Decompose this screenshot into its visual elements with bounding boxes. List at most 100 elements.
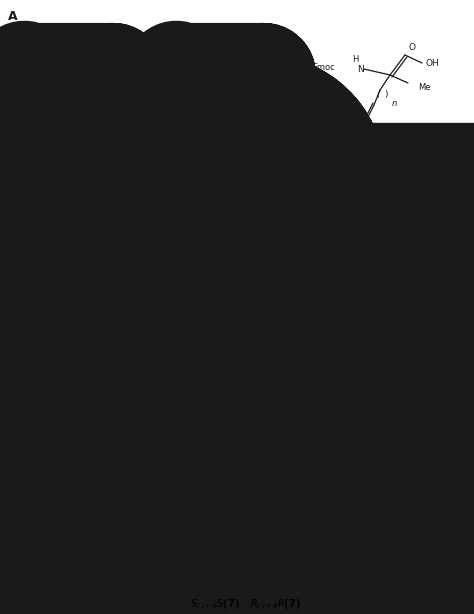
Text: I: I <box>112 195 115 204</box>
Text: (: ( <box>376 90 380 99</box>
Text: 68% conversion: 68% conversion <box>55 578 122 587</box>
Text: Me: Me <box>181 475 193 484</box>
Text: n: n <box>415 201 420 211</box>
Text: FmocOSu,: FmocOSu, <box>258 173 301 182</box>
Text: Ph: Ph <box>62 50 73 58</box>
Text: OH: OH <box>380 456 394 465</box>
Text: 1. KMDS, MeI: 1. KMDS, MeI <box>100 48 155 57</box>
Text: ): ) <box>221 99 225 110</box>
Text: n: n <box>392 98 397 107</box>
Text: O: O <box>245 82 252 90</box>
Text: Na₂CO₃: Na₂CO₃ <box>264 80 294 89</box>
Text: Ph: Ph <box>38 161 50 171</box>
Text: 1. KMDS, MeI: 1. KMDS, MeI <box>100 151 155 160</box>
Text: 17% conversion: 17% conversion <box>355 578 422 587</box>
Text: Ph: Ph <box>36 61 47 69</box>
Text: OH: OH <box>382 324 396 333</box>
Text: by methathesis: by methathesis <box>355 590 420 599</box>
Text: N: N <box>357 168 364 176</box>
Text: Fmoc: Fmoc <box>275 333 298 343</box>
Text: Ph: Ph <box>66 152 77 161</box>
Text: ): ) <box>384 90 388 99</box>
Text: Me: Me <box>373 192 385 201</box>
Text: H: H <box>119 451 125 460</box>
Text: OH: OH <box>187 456 201 465</box>
Text: N: N <box>316 464 323 473</box>
Text: N: N <box>57 74 64 82</box>
Text: 2. TFA, then: 2. TFA, then <box>254 58 304 67</box>
Text: OH: OH <box>426 161 440 171</box>
Text: A: A <box>8 10 18 23</box>
Text: tBoc: tBoc <box>33 88 52 98</box>
Text: H: H <box>352 158 358 166</box>
Text: B: B <box>18 308 27 321</box>
Text: 1. Na, NH₃: 1. Na, NH₃ <box>257 149 301 158</box>
Text: Me: Me <box>202 189 215 198</box>
Text: H: H <box>139 319 145 328</box>
Text: $\mathbf{\mathit{S}}_{\mathbf{\mathit{i,j+4}}}\mathbf{\mathit{S}}\mathbf{(7)}$: $\mathbf{\mathit{S}}_{\mathbf{\mathit{i,… <box>190 598 240 612</box>
Text: S-11: S-11 <box>150 397 170 406</box>
Text: OH: OH <box>426 58 440 68</box>
Text: Me: Me <box>201 343 213 352</box>
Text: H: H <box>312 451 318 460</box>
Text: ): ) <box>225 203 229 212</box>
Text: (n=1,3,4): (n=1,3,4) <box>200 233 240 241</box>
Text: n: n <box>135 101 139 107</box>
Text: n: n <box>229 209 235 218</box>
Text: O: O <box>190 309 197 319</box>
Text: Ph: Ph <box>217 150 228 160</box>
Text: Fmoc: Fmoc <box>273 465 296 475</box>
Text: O: O <box>100 82 107 90</box>
Text: FmocOSu,: FmocOSu, <box>258 70 301 79</box>
Text: Fmoc: Fmoc <box>100 333 123 343</box>
Text: n: n <box>225 106 230 115</box>
Text: Me: Me <box>418 82 430 91</box>
Text: 2. KHMDS: 2. KHMDS <box>107 59 149 68</box>
Text: 2. KHMDS: 2. KHMDS <box>107 162 149 171</box>
Text: (: ( <box>218 203 222 212</box>
Text: Me: Me <box>328 481 340 491</box>
Text: (: ( <box>400 193 404 203</box>
Text: 2. TFA, then: 2. TFA, then <box>254 161 304 170</box>
Text: Ph: Ph <box>183 161 194 171</box>
Text: OH: OH <box>207 324 221 333</box>
Text: O: O <box>91 66 98 74</box>
Text: O: O <box>170 441 176 451</box>
Text: O: O <box>91 168 98 177</box>
Text: 1. Na, NH₃: 1. Na, NH₃ <box>257 46 301 55</box>
Text: tBoc: tBoc <box>33 193 52 203</box>
Text: tBoc: tBoc <box>180 188 199 198</box>
Text: tBoc: tBoc <box>180 85 199 95</box>
Text: Me: Me <box>232 86 244 95</box>
Text: (n=1,2,3,4,6): (n=1,2,3,4,6) <box>192 130 248 139</box>
Text: N: N <box>58 176 65 185</box>
Text: Ph: Ph <box>183 58 194 68</box>
Text: N: N <box>203 74 210 82</box>
Text: O: O <box>236 168 243 177</box>
Text: N: N <box>143 332 150 341</box>
Text: R⁻¹⁴: R⁻¹⁴ <box>330 446 348 454</box>
Text: N: N <box>357 64 364 74</box>
Text: O: O <box>409 42 416 52</box>
Text: I: I <box>112 93 115 101</box>
Text: Fmoc: Fmoc <box>80 465 103 475</box>
Text: Fmoc: Fmoc <box>312 63 335 71</box>
Text: ): ) <box>408 193 412 203</box>
Text: Me: Me <box>329 349 342 359</box>
Text: O: O <box>245 184 252 193</box>
Text: N: N <box>318 332 325 341</box>
Text: Fmoc: Fmoc <box>312 166 335 174</box>
Text: Na₂CO₃: Na₂CO₃ <box>264 183 294 192</box>
Text: H: H <box>352 55 358 63</box>
Text: n: n <box>135 204 139 210</box>
Text: N: N <box>203 176 210 185</box>
Text: O: O <box>236 66 243 74</box>
Text: O: O <box>409 146 416 155</box>
Text: by methathesis: by methathesis <box>55 590 120 599</box>
Text: R⁻¹¹: R⁻¹¹ <box>330 397 348 406</box>
Text: Ph: Ph <box>212 47 223 56</box>
Text: S-14: S-14 <box>183 446 203 454</box>
Text: O: O <box>365 309 372 319</box>
Text: O: O <box>100 184 107 193</box>
Text: O: O <box>363 441 370 451</box>
